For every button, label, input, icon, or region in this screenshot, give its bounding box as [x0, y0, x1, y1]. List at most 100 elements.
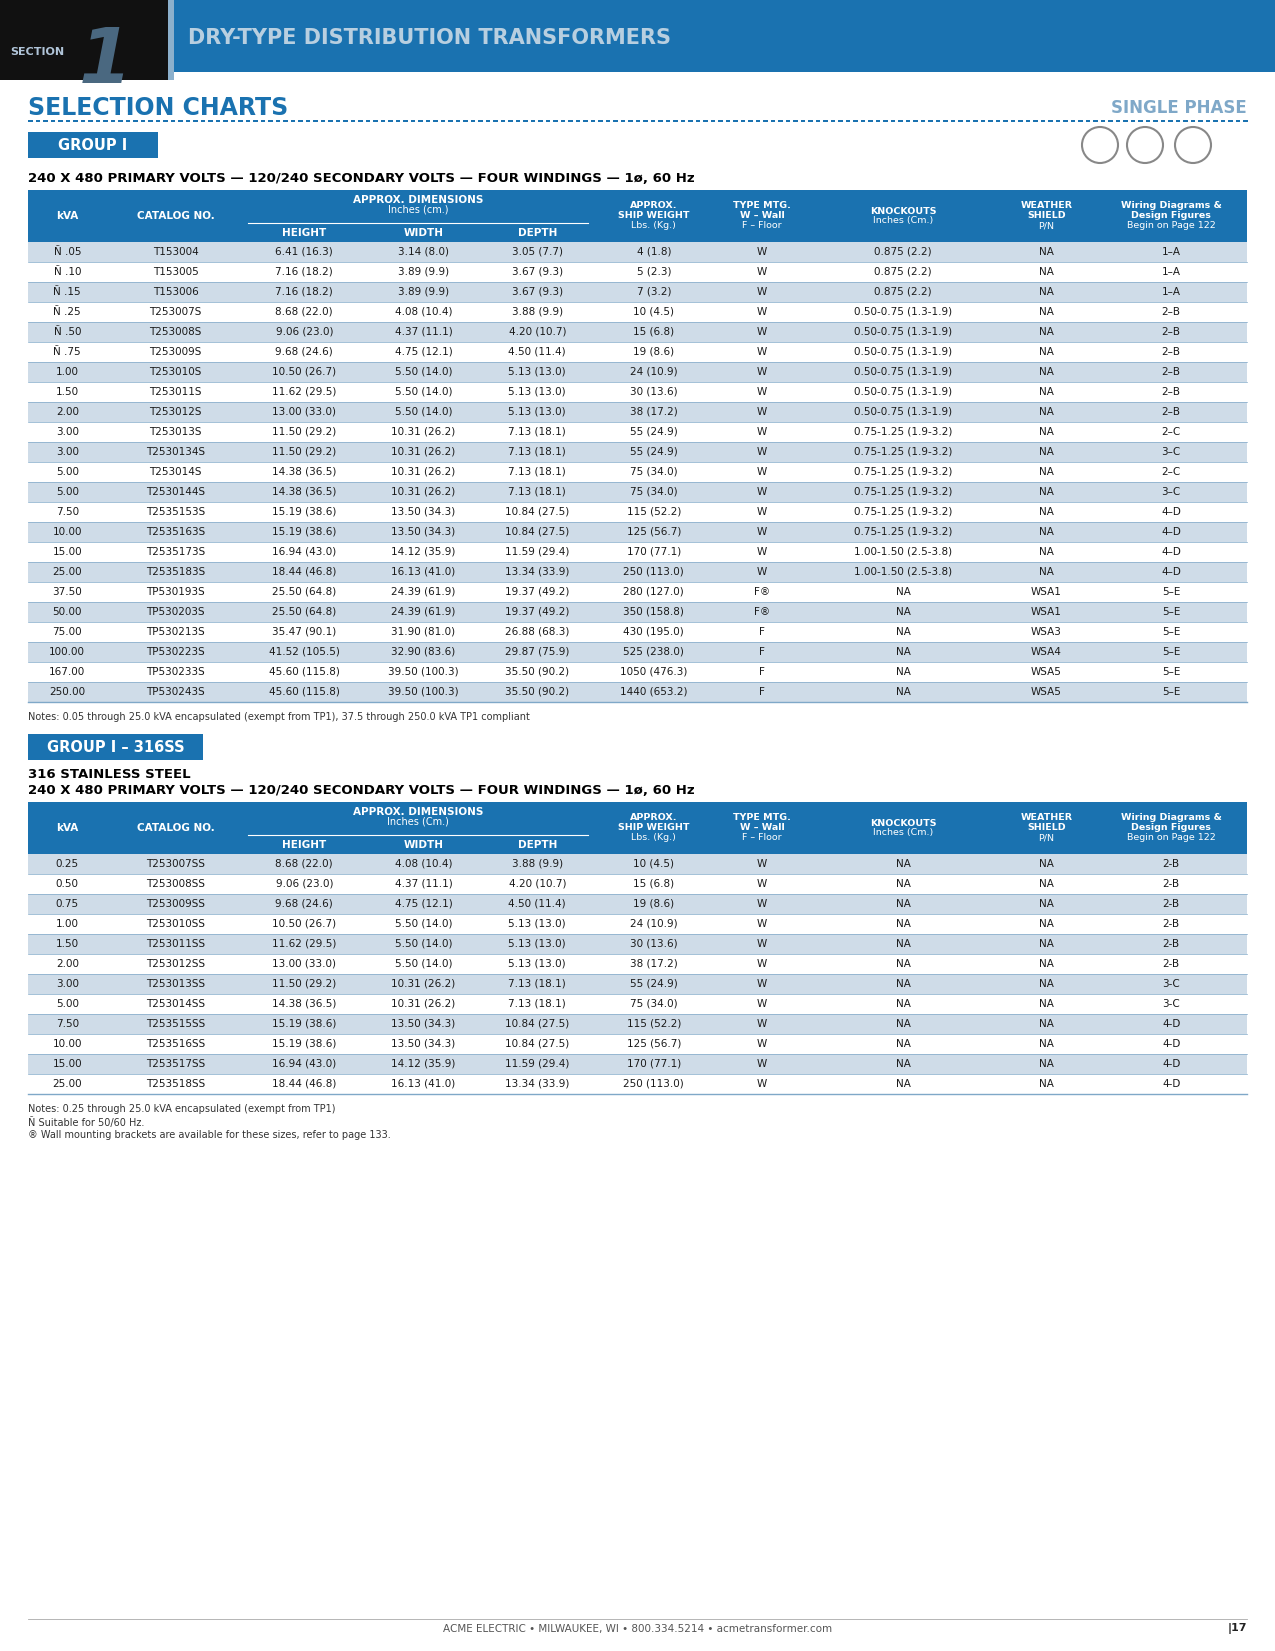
Text: NA: NA	[895, 900, 910, 910]
Bar	[770, 121, 775, 122]
Text: 4–D: 4–D	[1162, 546, 1181, 556]
Bar	[246, 121, 250, 122]
Bar	[756, 121, 760, 122]
Bar	[0, 0, 168, 79]
Text: 170 (77.1): 170 (77.1)	[626, 546, 681, 556]
Bar	[643, 121, 648, 122]
Text: 8.68 (22.0): 8.68 (22.0)	[275, 307, 333, 317]
Text: T2535153S: T2535153S	[147, 507, 205, 517]
Bar	[28, 934, 1247, 954]
Bar	[140, 121, 145, 122]
Text: T253014SS: T253014SS	[147, 999, 205, 1009]
Bar	[133, 121, 138, 122]
Text: 2–B: 2–B	[1162, 408, 1181, 418]
Bar	[1176, 121, 1179, 122]
Bar	[28, 603, 1247, 622]
Bar	[28, 682, 1247, 702]
Text: Wiring Diagrams &: Wiring Diagrams &	[1121, 814, 1221, 822]
Text: Begin on Page 122: Begin on Page 122	[1127, 221, 1215, 231]
Text: Ñ Suitable for 50/60 Hz.: Ñ Suitable for 50/60 Hz.	[28, 1118, 144, 1128]
Text: 4-D: 4-D	[1162, 1058, 1181, 1068]
Text: 13.34 (33.9): 13.34 (33.9)	[505, 1080, 570, 1090]
Text: W: W	[757, 386, 768, 396]
Bar	[515, 121, 520, 122]
Text: |17: |17	[1228, 1623, 1247, 1634]
Text: 5–E: 5–E	[1162, 627, 1181, 637]
Text: NA: NA	[895, 1038, 910, 1048]
Bar	[51, 121, 55, 122]
Text: 41.52 (105.5): 41.52 (105.5)	[269, 647, 339, 657]
Bar	[103, 121, 107, 122]
Text: 0.50-0.75 (1.3-1.9): 0.50-0.75 (1.3-1.9)	[854, 327, 952, 337]
Bar	[1183, 121, 1187, 122]
Text: 115 (52.2): 115 (52.2)	[626, 1019, 681, 1029]
Bar	[418, 121, 422, 122]
Bar	[411, 121, 414, 122]
Text: 0.75-1.25 (1.9-3.2): 0.75-1.25 (1.9-3.2)	[854, 527, 952, 537]
Bar	[876, 121, 880, 122]
Text: NA: NA	[895, 1080, 910, 1090]
Bar	[28, 502, 1247, 522]
Text: Ñ .25: Ñ .25	[54, 307, 82, 317]
Bar	[816, 121, 820, 122]
Text: 525 (238.0): 525 (238.0)	[623, 647, 685, 657]
Text: 5.13 (13.0): 5.13 (13.0)	[509, 386, 566, 396]
Bar	[553, 121, 557, 122]
Text: 75 (34.0): 75 (34.0)	[630, 999, 677, 1009]
Text: NA: NA	[895, 608, 910, 617]
Text: NA: NA	[895, 627, 910, 637]
Text: HEIGHT: HEIGHT	[282, 228, 326, 238]
Text: W: W	[757, 566, 768, 576]
Bar	[28, 442, 1247, 462]
Text: 350 (158.8): 350 (158.8)	[623, 608, 685, 617]
Text: DEPTH: DEPTH	[518, 840, 557, 850]
Text: 2-B: 2-B	[1163, 878, 1179, 888]
Text: T2535173S: T2535173S	[147, 546, 205, 556]
Text: 13.50 (34.3): 13.50 (34.3)	[391, 1038, 455, 1048]
Text: NA: NA	[1039, 327, 1054, 337]
Bar	[1220, 121, 1225, 122]
Text: W: W	[757, 527, 768, 537]
Text: T2530144S: T2530144S	[147, 487, 205, 497]
Text: NA: NA	[1039, 546, 1054, 556]
Text: Lbs. (Kg.): Lbs. (Kg.)	[631, 834, 676, 842]
Text: 10.50 (26.7): 10.50 (26.7)	[273, 920, 337, 930]
Bar	[440, 121, 445, 122]
Text: W: W	[757, 428, 768, 438]
Text: 5.00: 5.00	[56, 487, 79, 497]
Text: 2-B: 2-B	[1163, 939, 1179, 949]
Text: Ñ .50: Ñ .50	[54, 327, 82, 337]
Text: 0.875 (2.2): 0.875 (2.2)	[875, 287, 932, 297]
Bar	[283, 121, 287, 122]
Text: 7.13 (18.1): 7.13 (18.1)	[509, 428, 566, 438]
Bar	[1085, 121, 1090, 122]
Text: 5.13 (13.0): 5.13 (13.0)	[509, 920, 566, 930]
Bar	[958, 121, 963, 122]
Text: 30 (13.6): 30 (13.6)	[630, 939, 677, 949]
Text: W: W	[757, 1038, 768, 1048]
Bar	[530, 121, 536, 122]
Text: 39.50 (100.3): 39.50 (100.3)	[388, 667, 459, 677]
Text: 2-B: 2-B	[1163, 920, 1179, 930]
Text: 3.00: 3.00	[56, 979, 79, 989]
Text: NA: NA	[1039, 566, 1054, 576]
Bar	[898, 121, 903, 122]
Bar	[1011, 121, 1015, 122]
Bar	[830, 121, 835, 122]
Text: 15.19 (38.6): 15.19 (38.6)	[272, 527, 337, 537]
Text: T253008S: T253008S	[149, 327, 201, 337]
Bar	[73, 121, 78, 122]
Text: W: W	[757, 347, 768, 357]
Bar	[658, 121, 663, 122]
Text: 24 (10.9): 24 (10.9)	[630, 920, 677, 930]
Text: NA: NA	[1039, 939, 1054, 949]
Text: Ñ .05: Ñ .05	[54, 248, 82, 258]
Text: 11.50 (29.2): 11.50 (29.2)	[272, 979, 337, 989]
Text: 5.13 (13.0): 5.13 (13.0)	[509, 408, 566, 418]
Text: 4–D: 4–D	[1162, 527, 1181, 537]
Bar	[403, 121, 408, 122]
Text: T253007S: T253007S	[149, 307, 201, 317]
Bar	[1071, 121, 1075, 122]
Text: 15.19 (38.6): 15.19 (38.6)	[272, 1019, 337, 1029]
Bar	[28, 190, 1247, 243]
